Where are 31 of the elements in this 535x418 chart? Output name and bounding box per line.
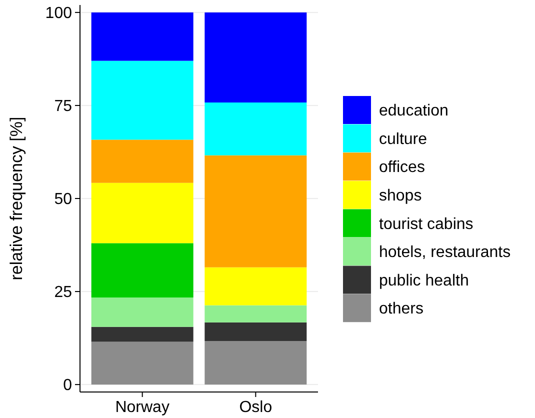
y-tick-label: 75: [54, 98, 72, 116]
y-axis-title: relative frequency [%]: [7, 116, 26, 280]
bar: [204, 155, 307, 268]
x-tick-label: Norway: [115, 399, 170, 416]
bar: [204, 305, 307, 322]
bar: [204, 102, 307, 156]
legend-label: hotels, restaurants: [379, 244, 511, 262]
legend-label: others: [379, 300, 424, 318]
y-tick-label: 50: [54, 191, 72, 208]
bar: [204, 341, 307, 385]
legend-label: public health: [379, 272, 469, 290]
legend-label: culture: [379, 130, 428, 148]
bar: [91, 182, 194, 244]
bar: [91, 243, 194, 298]
legend-label: education: [379, 102, 448, 120]
bar: [204, 322, 307, 342]
bar: [204, 12, 307, 102]
bar: [91, 60, 194, 140]
y-tick-label: 25: [54, 284, 72, 302]
bar: [91, 297, 194, 327]
bar: [91, 342, 194, 385]
bar: [91, 140, 194, 183]
legend-label: shops: [379, 188, 422, 204]
bar: [91, 326, 194, 342]
bar: [91, 12, 194, 61]
x-tick-label: Oslo: [239, 399, 272, 416]
legend-label: tourist cabins: [379, 216, 474, 233]
y-tick-label: 100: [45, 5, 72, 22]
bar: [204, 267, 307, 306]
legend-label: offices: [379, 159, 425, 176]
y-tick-label: 0: [63, 377, 72, 394]
